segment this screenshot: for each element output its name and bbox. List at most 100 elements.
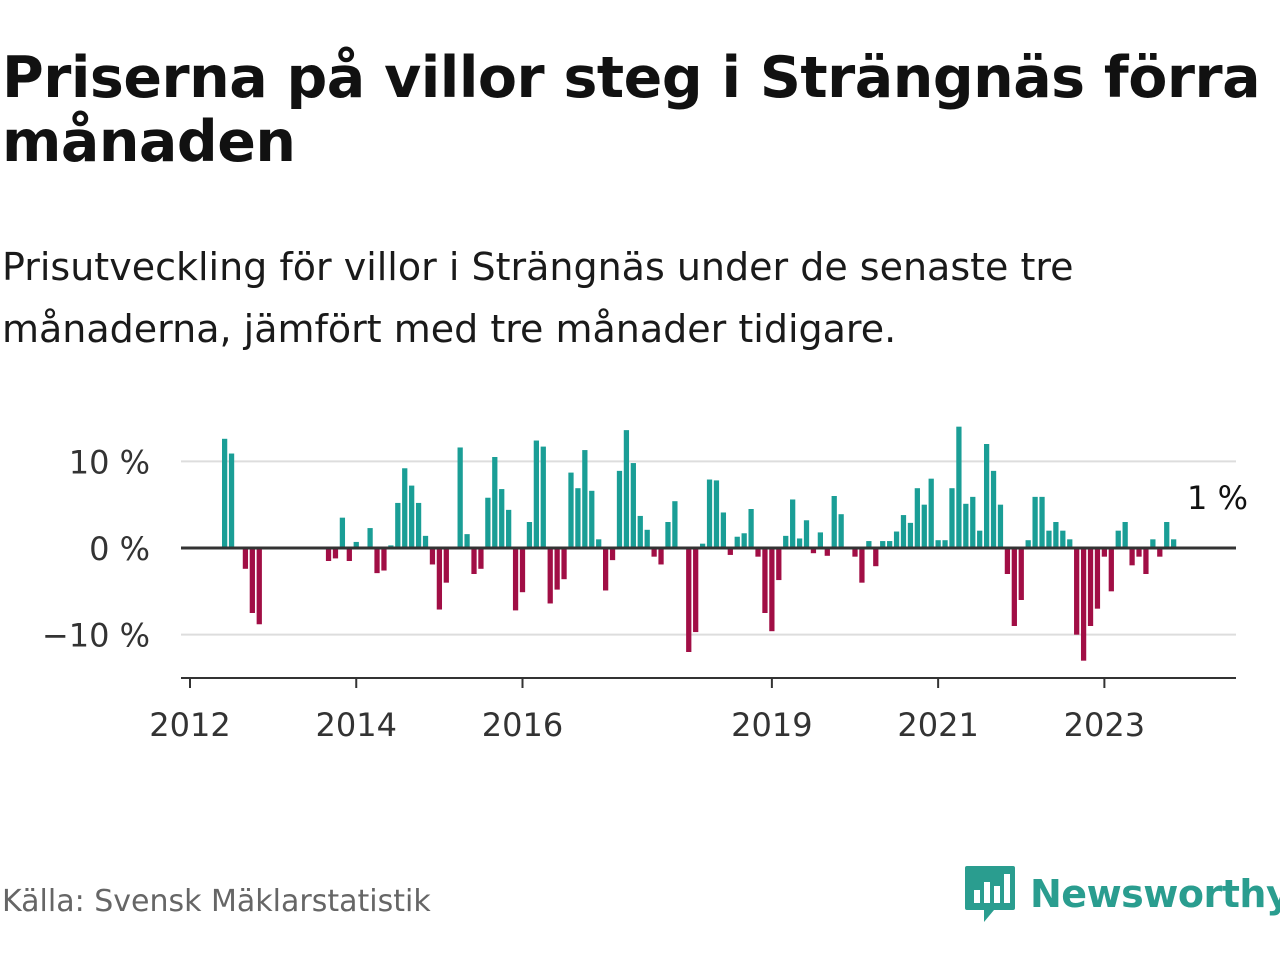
bar <box>609 548 616 561</box>
bar <box>1101 548 1108 557</box>
bar <box>457 447 463 548</box>
x-tick-label: 2021 <box>897 706 978 744</box>
bar <box>1039 496 1045 548</box>
axis-layer: 10 % 0 % −10 % 2012 2014 2016 2019 2021 2023 1 % <box>42 443 1248 744</box>
bar <box>790 499 796 548</box>
x-tick-label: 2016 <box>482 706 563 744</box>
bar <box>866 541 872 548</box>
bar <box>748 509 754 548</box>
bar <box>492 457 498 548</box>
bar <box>1157 548 1163 557</box>
bar <box>374 548 380 574</box>
bar <box>1046 530 1052 548</box>
bar-chart: 10 % 0 % −10 % 2012 2014 2016 2019 2021 2023 1 % <box>42 426 1248 744</box>
latest-value-label: 1 % <box>1187 479 1248 517</box>
bar <box>630 463 636 548</box>
bar <box>256 548 262 625</box>
bar <box>422 535 429 548</box>
bar <box>443 548 449 583</box>
bar <box>803 520 810 548</box>
bar <box>1025 540 1031 548</box>
bar <box>623 430 630 548</box>
bar <box>1018 548 1024 600</box>
bar <box>381 548 387 571</box>
bar <box>547 548 553 604</box>
bar <box>720 512 727 548</box>
bar <box>603 548 609 591</box>
bar <box>997 504 1004 548</box>
bar <box>796 538 803 548</box>
brand-logo[interactable]: Newsworthy <box>964 864 1280 924</box>
bar <box>658 548 664 565</box>
bar <box>699 543 706 548</box>
bar <box>1108 548 1114 592</box>
bar <box>1164 522 1170 548</box>
bar <box>727 548 733 555</box>
bar <box>568 472 574 548</box>
bar <box>1074 548 1080 635</box>
bar-layer <box>222 426 1177 661</box>
bar <box>353 541 359 548</box>
bar <box>810 548 817 554</box>
bar <box>561 548 567 580</box>
bar <box>977 530 983 548</box>
bar <box>512 548 519 611</box>
bar <box>540 446 546 548</box>
chart-title: Priserna på villor steg i Strängnäs förr… <box>2 45 1261 175</box>
bar <box>893 531 900 548</box>
bar <box>921 504 927 548</box>
brand-name: Newsworthy <box>1030 872 1280 916</box>
bar <box>651 548 657 557</box>
bar <box>1094 548 1101 609</box>
bar <box>734 536 740 548</box>
bar <box>582 450 588 548</box>
bar <box>249 548 255 613</box>
bar <box>928 478 934 548</box>
bar <box>693 548 699 633</box>
bar <box>1115 530 1121 548</box>
bar <box>346 548 352 561</box>
x-tick-label: 2012 <box>149 706 230 744</box>
x-tick-label: 2014 <box>316 706 397 744</box>
bar <box>533 440 539 548</box>
chart-subtitle: Prisutveckling för villor i Strängnäs un… <box>2 245 1074 351</box>
bar <box>873 548 879 567</box>
bar <box>831 496 837 548</box>
bar <box>956 426 962 548</box>
newsworthy-logo-icon <box>965 866 1015 922</box>
bar <box>471 548 477 574</box>
bar <box>963 503 969 548</box>
bar <box>713 480 720 548</box>
bar <box>367 528 373 548</box>
bar <box>783 535 789 548</box>
bar <box>1150 539 1156 548</box>
bar <box>762 548 768 613</box>
bar <box>464 534 470 548</box>
bar <box>907 522 914 548</box>
bar <box>852 548 858 557</box>
bar <box>880 541 886 548</box>
bar <box>1171 539 1177 548</box>
bar <box>436 548 443 610</box>
bar <box>741 533 747 548</box>
bar <box>339 517 346 548</box>
bar <box>817 532 823 548</box>
bar <box>1129 548 1135 566</box>
bar <box>1087 548 1094 626</box>
bar <box>776 548 782 581</box>
bar <box>755 548 761 557</box>
bar <box>686 548 692 652</box>
bar <box>914 488 920 548</box>
x-tick-label: 2019 <box>731 706 812 744</box>
bar <box>990 470 997 548</box>
bar <box>429 548 436 565</box>
bar <box>1053 522 1059 548</box>
bar <box>616 470 623 548</box>
bar <box>1004 548 1011 574</box>
bar <box>395 502 401 548</box>
bar <box>409 485 415 548</box>
bar <box>1067 539 1073 548</box>
y-tick-label: 0 % <box>89 530 150 568</box>
bar <box>900 515 907 548</box>
y-tick-label: −10 % <box>42 617 150 655</box>
